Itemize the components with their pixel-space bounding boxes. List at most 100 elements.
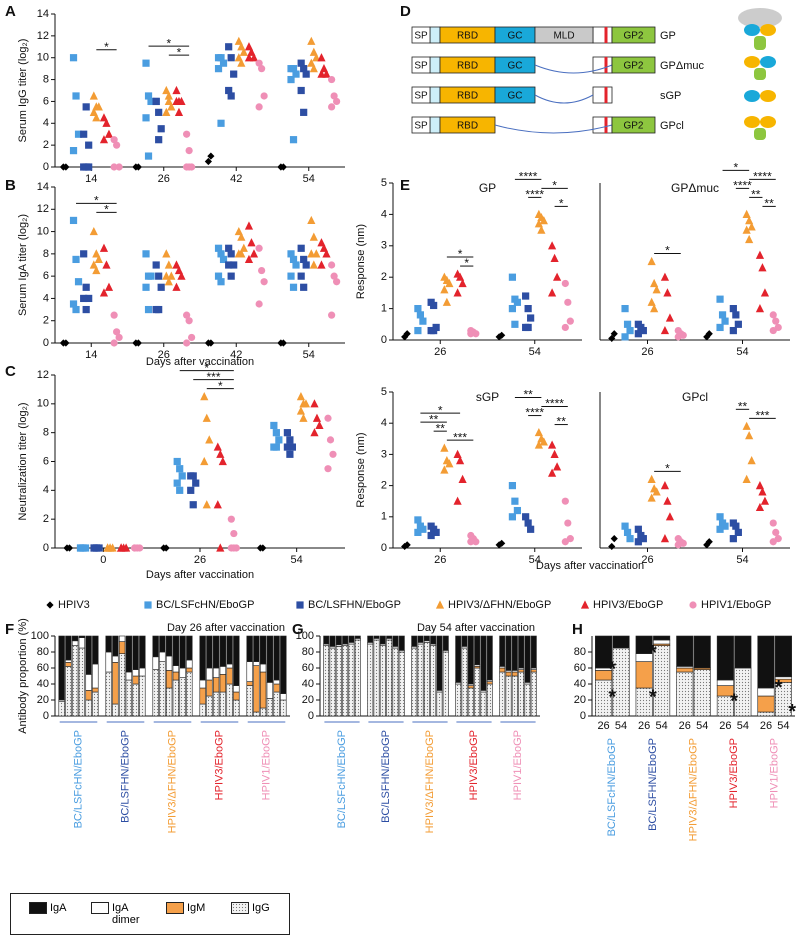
bar-segment bbox=[423, 635, 430, 642]
point bbox=[260, 92, 268, 100]
point bbox=[511, 497, 519, 505]
domain bbox=[429, 116, 441, 134]
panel-title: sGP bbox=[476, 390, 499, 404]
point bbox=[755, 250, 765, 259]
bar-segment bbox=[71, 635, 79, 642]
point bbox=[524, 305, 532, 313]
bar-segment bbox=[342, 645, 349, 717]
bar-segment bbox=[266, 698, 274, 717]
bar-segment bbox=[118, 641, 126, 654]
bar-segment bbox=[85, 674, 92, 691]
bar-segment bbox=[212, 691, 220, 717]
point bbox=[322, 249, 331, 258]
bar-segment bbox=[386, 639, 393, 717]
point bbox=[162, 544, 170, 552]
bar-segment bbox=[65, 662, 72, 667]
point bbox=[152, 97, 160, 106]
bar-segment bbox=[152, 635, 159, 658]
bar-segment bbox=[226, 683, 233, 717]
y-tick-label: 14 bbox=[37, 8, 49, 20]
point bbox=[716, 323, 724, 332]
point bbox=[310, 428, 319, 437]
point bbox=[289, 65, 298, 73]
point bbox=[207, 339, 215, 347]
bar-segment bbox=[159, 635, 166, 653]
x-tick-label: 26 bbox=[638, 720, 650, 732]
bar-segment bbox=[139, 667, 146, 677]
y-tick-label: 0 bbox=[381, 542, 387, 554]
bar-segment bbox=[259, 663, 267, 673]
bar-segment bbox=[226, 667, 233, 685]
point bbox=[309, 47, 318, 56]
x-tick-label: 26 bbox=[641, 346, 653, 358]
point bbox=[742, 474, 751, 483]
bar-segment bbox=[132, 669, 139, 677]
point bbox=[155, 272, 163, 280]
domain-label: GC bbox=[508, 91, 523, 102]
y-tick-label: 0 bbox=[43, 542, 49, 554]
point bbox=[164, 277, 173, 286]
point bbox=[69, 300, 78, 308]
point bbox=[183, 311, 191, 319]
bar-segment bbox=[152, 669, 159, 717]
point bbox=[427, 531, 435, 540]
point bbox=[495, 541, 503, 549]
legend-label: HPIV3/ΔFHN/EboGP bbox=[448, 599, 551, 611]
point bbox=[472, 330, 480, 338]
point bbox=[239, 47, 248, 56]
x-tick-label: 54 bbox=[777, 720, 789, 732]
point bbox=[634, 538, 642, 546]
bar-segment bbox=[159, 651, 166, 662]
construct-name: GP bbox=[660, 30, 676, 42]
bar-segment bbox=[323, 635, 330, 645]
point bbox=[110, 311, 118, 319]
significance-label: * bbox=[665, 244, 670, 258]
point bbox=[218, 456, 227, 466]
point bbox=[176, 465, 184, 473]
point bbox=[539, 216, 548, 225]
point bbox=[621, 333, 629, 341]
point bbox=[729, 326, 737, 335]
point bbox=[472, 538, 480, 546]
point bbox=[769, 311, 777, 319]
point bbox=[92, 265, 101, 275]
y-tick-label: 60 bbox=[574, 662, 586, 674]
bar-segment bbox=[486, 683, 493, 717]
point bbox=[508, 513, 517, 521]
point bbox=[430, 326, 438, 335]
significance-label: **** bbox=[519, 170, 538, 184]
point bbox=[287, 250, 295, 258]
point bbox=[157, 283, 165, 291]
bar-segment bbox=[78, 635, 86, 638]
point bbox=[136, 544, 144, 552]
point bbox=[610, 330, 618, 338]
point bbox=[230, 70, 238, 78]
point bbox=[189, 501, 197, 509]
point bbox=[72, 305, 80, 314]
point bbox=[772, 317, 780, 325]
bar-segment bbox=[757, 711, 775, 717]
point bbox=[608, 334, 616, 343]
bar-segment bbox=[373, 635, 380, 639]
point bbox=[134, 163, 142, 171]
x-tick-label: 0 bbox=[100, 554, 106, 566]
y-tick-label: 20 bbox=[302, 694, 314, 706]
point bbox=[275, 436, 283, 444]
x-tick-label: 26 bbox=[158, 349, 170, 361]
y-tick-label: 0 bbox=[43, 337, 49, 349]
y-tick-label: 20 bbox=[574, 694, 586, 706]
point bbox=[307, 58, 316, 67]
bar-segment bbox=[253, 665, 260, 713]
point bbox=[328, 311, 336, 319]
point bbox=[147, 97, 155, 106]
point bbox=[758, 487, 767, 496]
y-tick-label: 10 bbox=[37, 225, 49, 237]
point bbox=[705, 330, 713, 338]
point bbox=[297, 59, 305, 67]
point bbox=[205, 435, 214, 444]
bar-segment bbox=[206, 679, 213, 697]
bar-segment bbox=[398, 651, 405, 717]
point bbox=[188, 333, 196, 342]
group-label: HPIV3/EboGP bbox=[213, 730, 225, 800]
bar-segment bbox=[436, 691, 443, 717]
